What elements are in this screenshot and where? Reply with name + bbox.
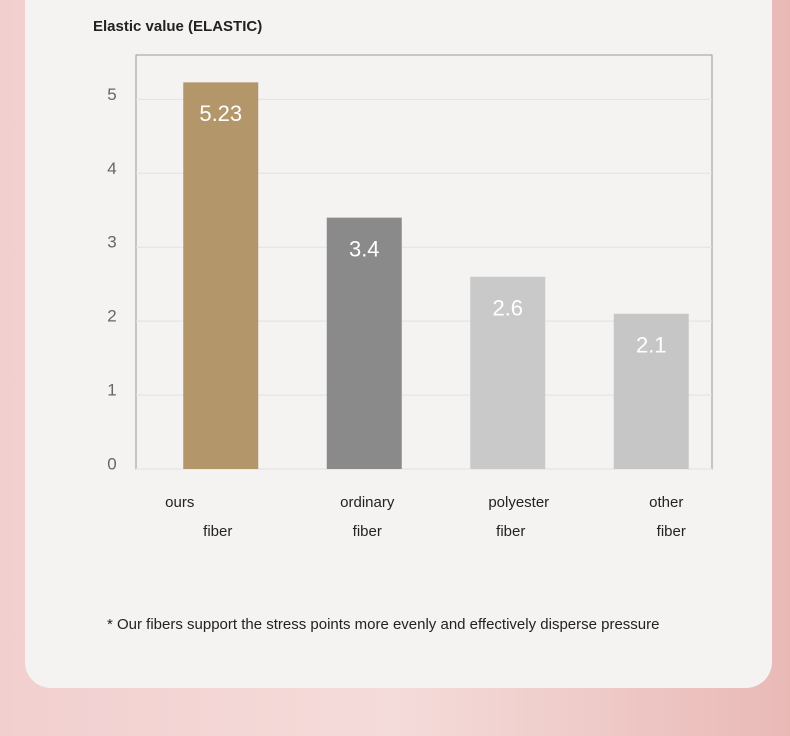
y-tick-label: 0 <box>107 454 116 473</box>
footnote: * Our fibers support the stress points m… <box>107 616 660 633</box>
x-tick-label: fiber <box>353 523 382 540</box>
value-label: 2.1 <box>636 333 667 358</box>
value-label: 3.4 <box>349 236 380 261</box>
x-tick-label: fiber <box>203 523 232 540</box>
bar <box>470 276 546 469</box>
y-tick-label: 5 <box>107 85 116 104</box>
bar <box>613 313 689 469</box>
value-label: 5.23 <box>199 101 242 126</box>
y-tick-label: 4 <box>107 159 116 178</box>
y-tick-label: 3 <box>107 233 116 252</box>
bar <box>183 82 259 469</box>
x-tick-label: polyester <box>488 494 549 511</box>
x-tick-label: fiber <box>657 523 686 540</box>
x-tick-label: ordinary <box>340 494 395 511</box>
value-label: 2.6 <box>492 296 523 321</box>
chart-title: Elastic value (ELASTIC) <box>93 18 262 35</box>
x-tick-label: ours <box>165 494 194 511</box>
x-tick-label: fiber <box>496 523 525 540</box>
y-tick-label: 1 <box>107 381 116 400</box>
y-tick-label: 2 <box>107 307 116 326</box>
bar <box>326 217 402 469</box>
x-tick-label: other <box>649 494 683 511</box>
